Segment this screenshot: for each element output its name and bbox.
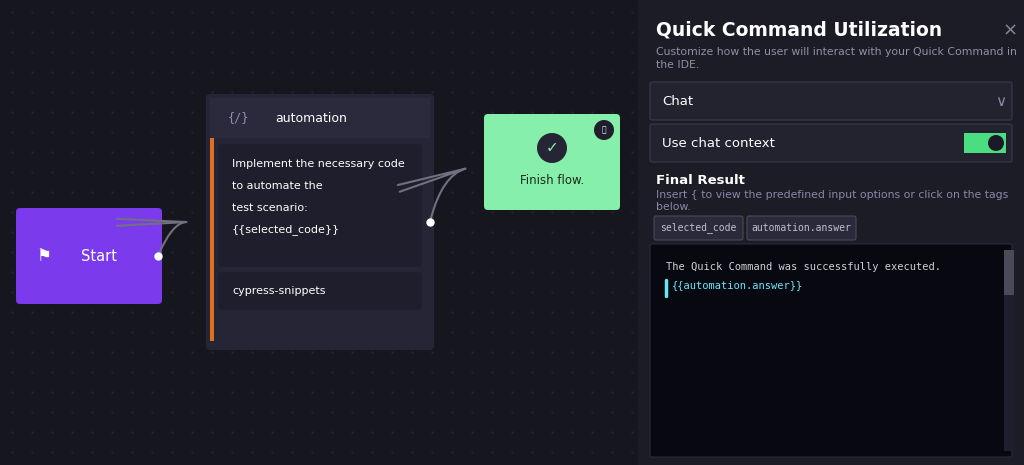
FancyBboxPatch shape bbox=[218, 272, 422, 310]
Circle shape bbox=[594, 120, 614, 140]
Text: test scenario:: test scenario: bbox=[232, 203, 308, 213]
Text: {{automation.answer}}: {{automation.answer}} bbox=[672, 280, 803, 290]
FancyBboxPatch shape bbox=[746, 216, 856, 240]
Bar bbox=[638, 0, 1024, 465]
FancyBboxPatch shape bbox=[206, 94, 434, 350]
Text: {/}: {/} bbox=[227, 112, 249, 125]
Text: Use chat context: Use chat context bbox=[662, 137, 775, 150]
Text: Finish flow.: Finish flow. bbox=[520, 173, 584, 186]
Text: Final Result: Final Result bbox=[656, 174, 744, 187]
Text: 🗑: 🗑 bbox=[602, 126, 606, 134]
Text: Customize how the user will interact with your Quick Command in: Customize how the user will interact wit… bbox=[656, 47, 1017, 57]
Text: selected_code: selected_code bbox=[660, 223, 736, 233]
Circle shape bbox=[988, 135, 1004, 151]
Text: automation: automation bbox=[275, 112, 347, 125]
FancyBboxPatch shape bbox=[484, 114, 620, 210]
FancyBboxPatch shape bbox=[650, 124, 1012, 162]
FancyBboxPatch shape bbox=[650, 244, 1012, 457]
FancyBboxPatch shape bbox=[210, 98, 430, 138]
Text: ×: × bbox=[1002, 22, 1018, 40]
Circle shape bbox=[537, 133, 567, 163]
Text: to automate the: to automate the bbox=[232, 181, 323, 191]
FancyBboxPatch shape bbox=[650, 82, 1012, 120]
Text: Start: Start bbox=[81, 248, 117, 264]
Bar bbox=[210, 103, 214, 341]
FancyBboxPatch shape bbox=[964, 133, 1006, 153]
FancyBboxPatch shape bbox=[218, 144, 422, 267]
Text: The Quick Command was successfully executed.: The Quick Command was successfully execu… bbox=[666, 262, 941, 272]
Text: cypress-snippets: cypress-snippets bbox=[232, 286, 326, 296]
Text: Quick Command Utilization: Quick Command Utilization bbox=[656, 20, 942, 39]
Text: ⚑: ⚑ bbox=[37, 247, 51, 265]
Bar bbox=[1004, 250, 1014, 451]
Text: Insert { to view the predefined input options or click on the tags: Insert { to view the predefined input op… bbox=[656, 190, 1009, 200]
Text: Chat: Chat bbox=[662, 94, 693, 107]
Text: the IDE.: the IDE. bbox=[656, 60, 699, 70]
Text: {{selected_code}}: {{selected_code}} bbox=[232, 225, 340, 235]
Text: Implement the necessary code: Implement the necessary code bbox=[232, 159, 404, 169]
FancyBboxPatch shape bbox=[16, 208, 162, 304]
Text: ∨: ∨ bbox=[995, 93, 1006, 108]
Text: below.: below. bbox=[656, 202, 691, 212]
Text: ✓: ✓ bbox=[546, 140, 558, 155]
Bar bbox=[1004, 250, 1014, 295]
Text: automation.answer: automation.answer bbox=[752, 223, 851, 233]
FancyBboxPatch shape bbox=[654, 216, 743, 240]
